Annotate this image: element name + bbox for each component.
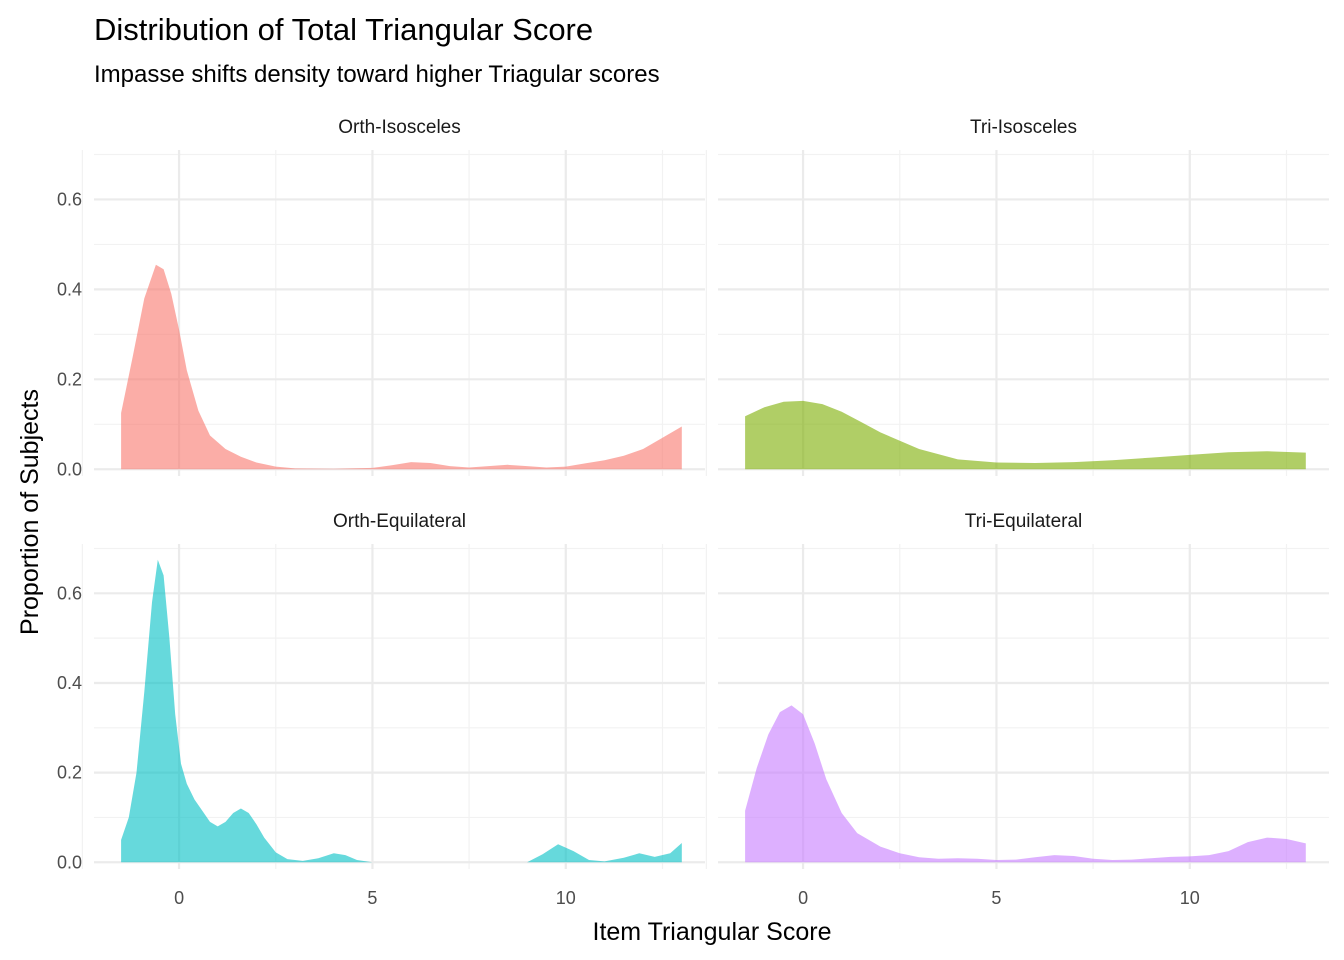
panel-4: Tri-Equilateral 0 5 10 bbox=[705, 511, 1329, 908]
y-tick-label: 0.6 bbox=[57, 583, 82, 603]
x-tick-label: 10 bbox=[1180, 888, 1200, 908]
panel-strip-label: Tri-Isosceles bbox=[970, 117, 1077, 138]
y-tick-label: 0.2 bbox=[57, 369, 82, 389]
x-tick-label: 5 bbox=[367, 888, 377, 908]
panel-2: Tri-Isosceles bbox=[705, 117, 1329, 476]
x-axis-title: Item Triangular Score bbox=[593, 918, 832, 946]
density-area-3 bbox=[121, 559, 682, 863]
y-tick-label: 0.0 bbox=[57, 459, 82, 479]
y-tick-label: 0.0 bbox=[57, 852, 82, 872]
chart-subtitle: Impasse shifts density toward higher Tri… bbox=[94, 61, 660, 88]
chart-title: Distribution of Total Triangular Score bbox=[94, 12, 593, 47]
y-tick-label: 0.4 bbox=[57, 279, 82, 299]
y-axis-title: Proportion of Subjects bbox=[16, 389, 44, 635]
density-area-1 bbox=[121, 264, 682, 470]
x-tick-label: 10 bbox=[556, 888, 576, 908]
panels-layer: Orth-Isosceles 0.0 0.2 0.4 0.6 Tri-Isosceles O… bbox=[57, 117, 1329, 908]
panel-strip-label: Tri-Equilateral bbox=[965, 511, 1083, 532]
y-tick-label: 0.6 bbox=[57, 189, 82, 209]
panel-strip-label: Orth-Isosceles bbox=[338, 117, 460, 138]
density-area-2 bbox=[745, 400, 1306, 470]
x-tick-label: 0 bbox=[798, 888, 808, 908]
x-tick-label: 5 bbox=[991, 888, 1001, 908]
panel-strip-label: Orth-Equilateral bbox=[333, 511, 466, 532]
panel-1: Orth-Isosceles 0.0 0.2 0.4 0.6 bbox=[57, 117, 705, 479]
x-tick-label: 0 bbox=[174, 888, 184, 908]
panel-3: Orth-Equilateral 0.0 0.2 0.4 0.6 0 5 10 bbox=[57, 511, 705, 908]
y-tick-label: 0.4 bbox=[57, 673, 82, 693]
y-tick-label: 0.2 bbox=[57, 763, 82, 783]
density-area-4 bbox=[745, 705, 1306, 863]
